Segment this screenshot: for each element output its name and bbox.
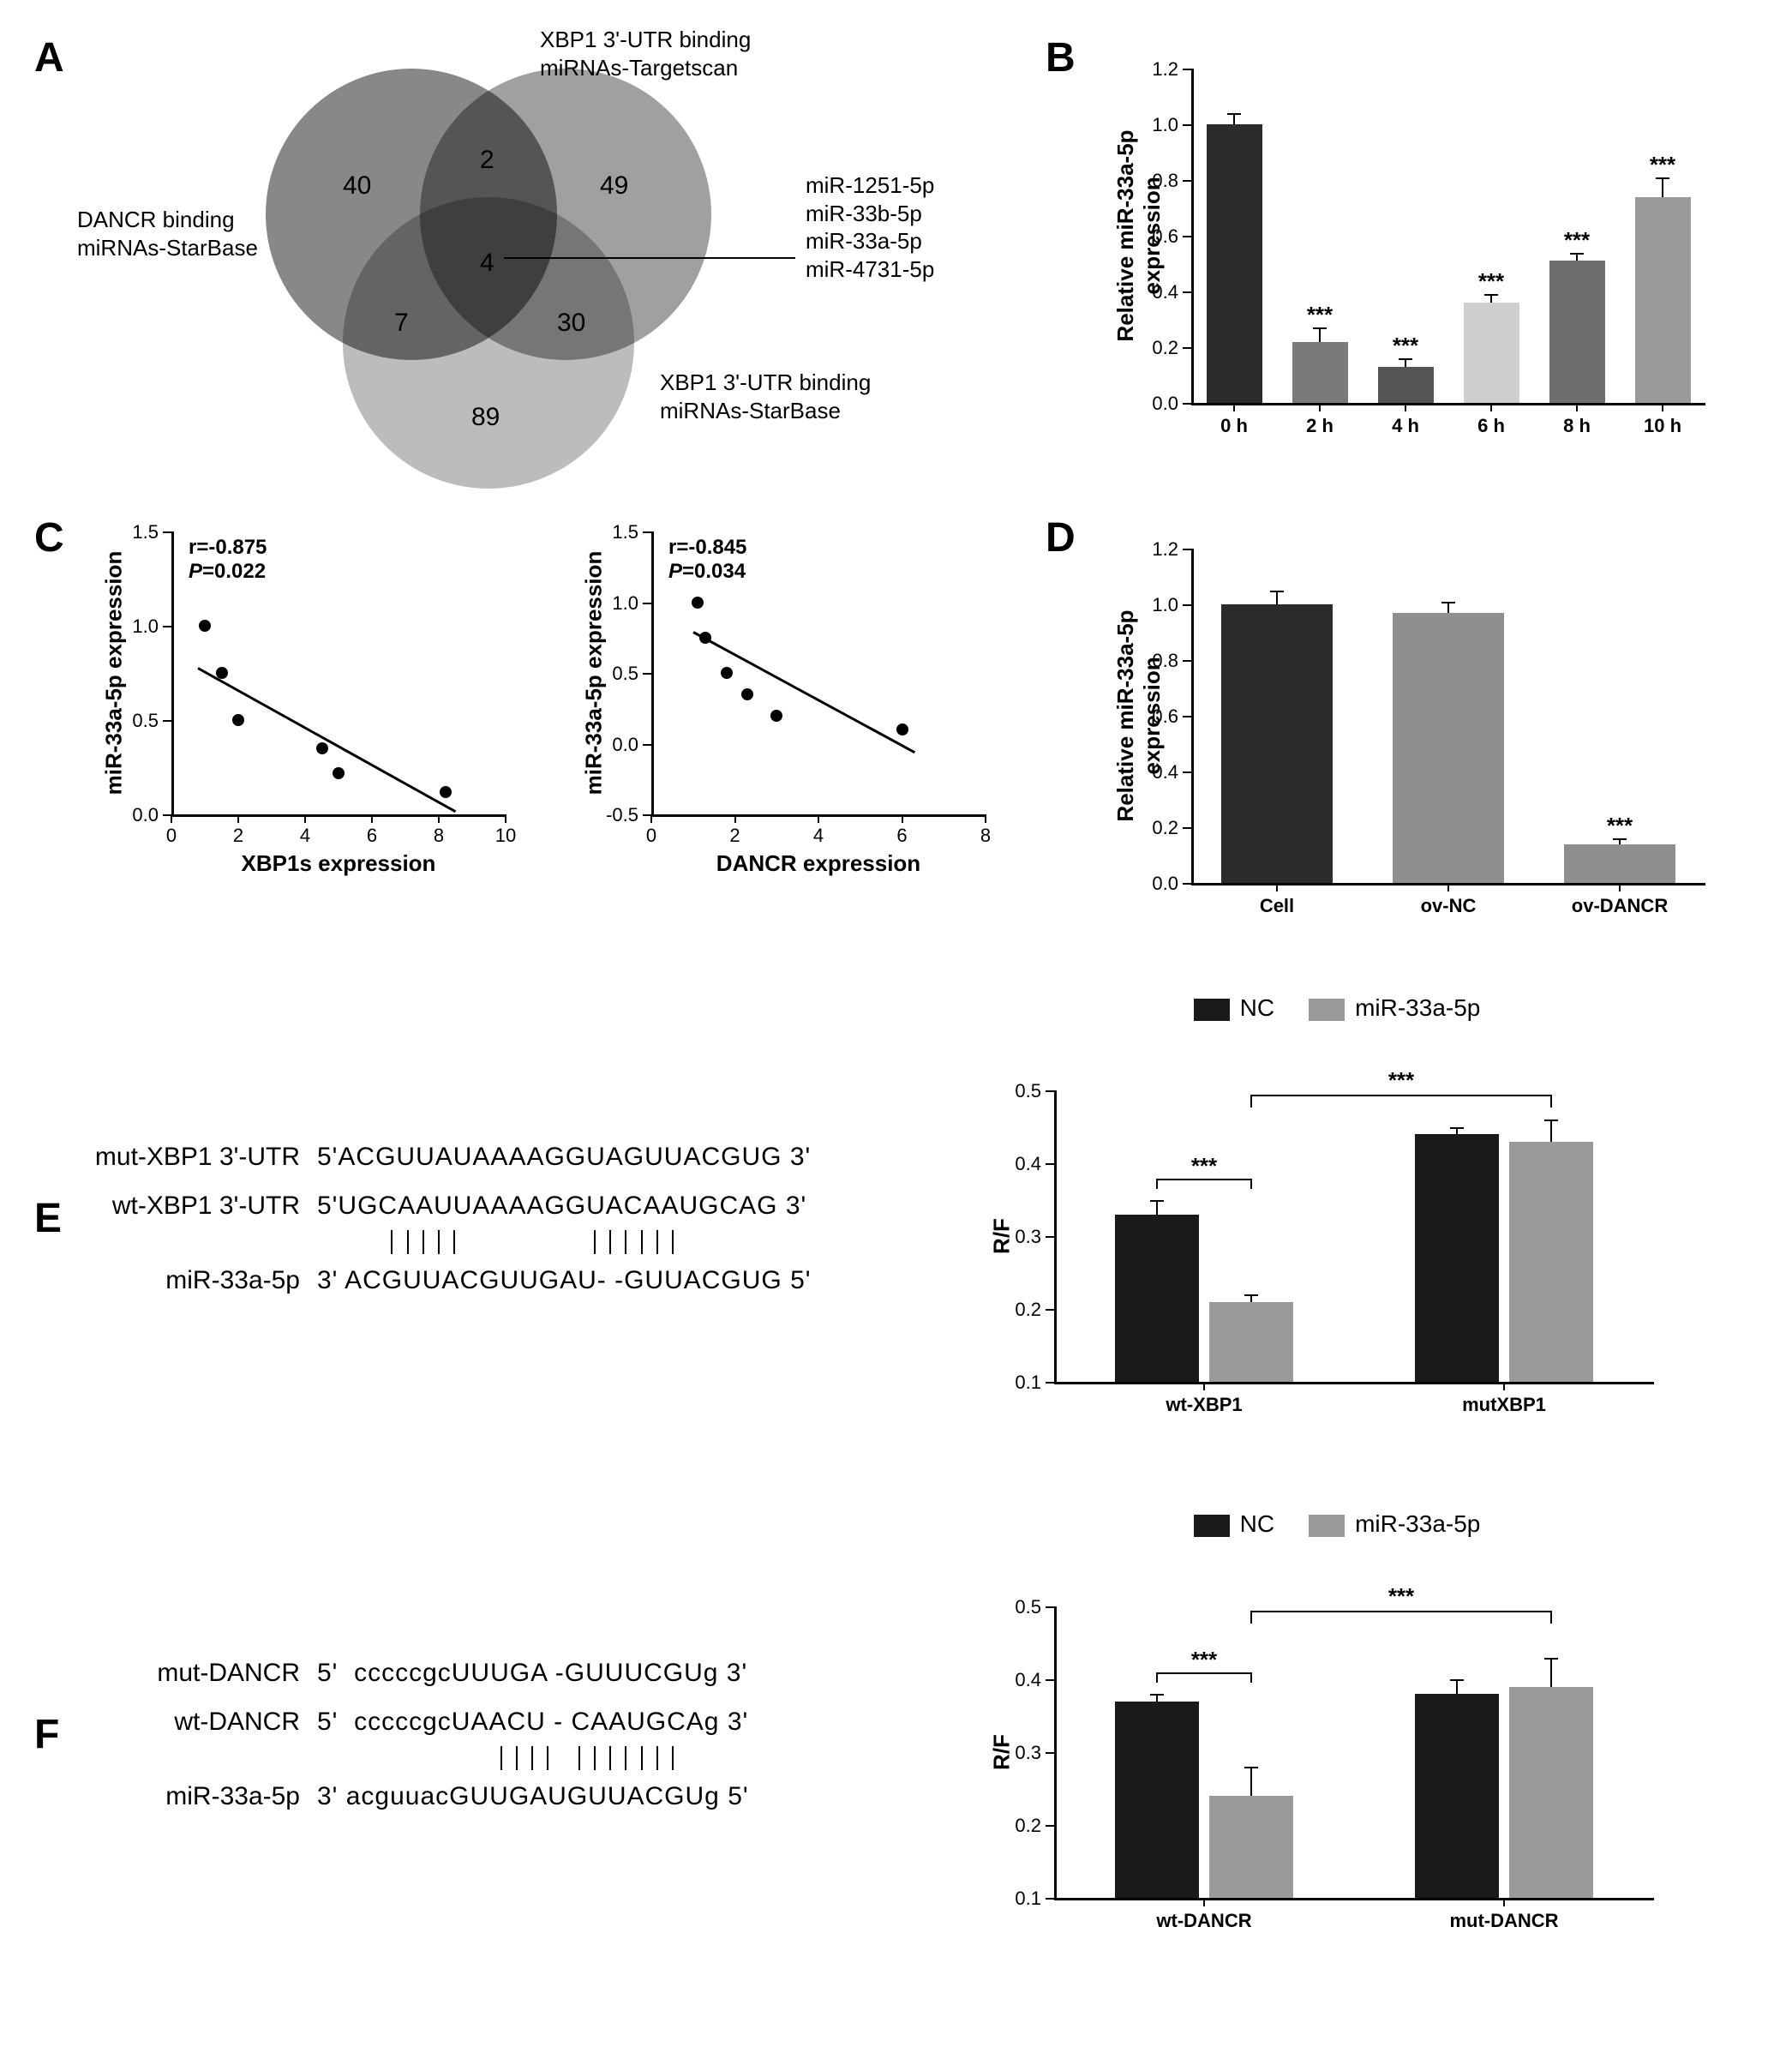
legend-item: NC xyxy=(1194,1510,1274,1538)
legend-f: NC miR-33a-5p xyxy=(968,1510,1705,1538)
venn-number: 7 xyxy=(394,309,409,338)
bar xyxy=(1393,613,1504,883)
bar xyxy=(1221,604,1333,883)
bar xyxy=(1509,1142,1593,1383)
panel-label-d: D xyxy=(1046,514,1088,943)
bar xyxy=(1415,1134,1499,1382)
scatter-point xyxy=(770,710,782,722)
seq-text: 5' cccccgcUAACU - CAAUGCAg 3' xyxy=(317,1697,748,1746)
seq-label: miR-33a-5p xyxy=(94,1256,317,1305)
venn-number: 2 xyxy=(480,146,494,175)
seq-text: 5'ACGUUAUAAAAGGUAGUUACGUG 3' xyxy=(317,1132,811,1181)
seq-text: 3' ACGUUACGUUGAU- -GUUACGUG 5' xyxy=(317,1256,812,1305)
scatter-c-left: 02468100.00.51.01.5XBP1s expressionmiR-3… xyxy=(94,514,523,874)
panel-label-c: C xyxy=(34,514,77,874)
seq-text: 5' cccccgcUUUGA -GUUUCGUg 3' xyxy=(317,1648,747,1697)
venn-label-center-list: miR-1251-5p miR-33b-5p miR-33a-5p miR-47… xyxy=(806,171,934,283)
seq-label: mut-XBP1 3'-UTR xyxy=(94,1132,317,1181)
sequence-block-e: mut-XBP1 3'-UTR5'ACGUUAUAAAAGGUAGUUACGUG… xyxy=(94,1132,968,1305)
bar xyxy=(1415,1694,1499,1898)
scatter-point xyxy=(741,688,753,700)
legend-item: miR-33a-5p xyxy=(1309,994,1480,1022)
legend-swatch xyxy=(1194,999,1230,1021)
legend-e: NC miR-33a-5p xyxy=(968,994,1705,1022)
venn-number: 89 xyxy=(471,403,500,432)
leader-line xyxy=(504,257,795,259)
legend-swatch xyxy=(1309,999,1345,1021)
bar xyxy=(1209,1302,1293,1383)
seq-text: 3' acguuacGUUGAUGUUACGUg 5' xyxy=(317,1772,749,1821)
legend-label: miR-33a-5p xyxy=(1355,994,1480,1021)
seq-label: wt-XBP1 3'-UTR xyxy=(94,1181,317,1230)
bar-chart-b: 0.00.20.40.60.81.01.2Relative miR-33a-5p… xyxy=(1106,34,1723,463)
y-axis-title: Relative miR-33a-5p expression xyxy=(1112,69,1166,403)
venn-circle xyxy=(343,197,634,489)
stats-text: r=-0.875P=0.022 xyxy=(189,536,267,584)
legend-swatch xyxy=(1309,1515,1345,1537)
grouped-bar-f: 0.10.20.30.40.5R/Fwt-DANCRmut-DANCR*****… xyxy=(968,1546,1671,1958)
venn-number: 4 xyxy=(480,249,494,278)
legend-label: NC xyxy=(1240,994,1274,1021)
bar xyxy=(1635,197,1691,404)
venn-number: 30 xyxy=(557,309,585,338)
legend-item: miR-33a-5p xyxy=(1309,1510,1480,1538)
figure: A 40 2 49 4 7 30 89 XBP1 3'-UTR binding miRNAs… xyxy=(34,34,1758,1958)
scatter-point xyxy=(333,767,345,779)
bar xyxy=(1115,1702,1199,1899)
sequence-block-f: mut-DANCR5' cccccgcUUUGA -GUUUCGUg 3'wt-… xyxy=(94,1648,968,1821)
legend-label: NC xyxy=(1240,1510,1274,1537)
scatter-point xyxy=(440,786,452,798)
venn-label-top-left: DANCR binding miRNAs-StarBase xyxy=(77,206,258,261)
seq-label: mut-DANCR xyxy=(94,1648,317,1697)
legend-item: NC xyxy=(1194,994,1274,1022)
seq-label: miR-33a-5p xyxy=(94,1772,317,1821)
bar xyxy=(1549,261,1605,403)
panel-label-a: A xyxy=(34,34,77,480)
venn-label-bottom-right: XBP1 3'-UTR binding miRNAs-StarBase xyxy=(660,369,871,424)
bar xyxy=(1207,124,1262,403)
seq-text: 5'UGCAAUUAAAAGGUACAAUGCAG 3' xyxy=(317,1181,806,1230)
seq-label: wt-DANCR xyxy=(94,1697,317,1746)
venn-label-top-right: XBP1 3'-UTR binding miRNAs-Targetscan xyxy=(540,26,751,81)
bar xyxy=(1209,1796,1293,1898)
bar xyxy=(1292,342,1348,404)
bar xyxy=(1464,303,1519,403)
scatter-point xyxy=(316,742,328,754)
panel-label-e: E xyxy=(34,1195,77,1242)
bar xyxy=(1564,844,1675,884)
y-axis-title: Relative miR-33a-5p expression xyxy=(1112,549,1166,883)
bar-chart-d: 0.00.20.40.60.81.01.2Relative miR-33a-5p… xyxy=(1106,514,1723,943)
bar xyxy=(1115,1215,1199,1383)
bar xyxy=(1509,1687,1593,1899)
bar xyxy=(1378,367,1434,403)
panel-label-b: B xyxy=(1046,34,1088,463)
scatter-point xyxy=(199,620,211,632)
scatter-point xyxy=(721,667,733,679)
scatter-c-right: 02468-0.50.00.51.01.5DANCR expressionmiR… xyxy=(574,514,1003,874)
panel-label-f: F xyxy=(34,1711,77,1758)
venn-number: 40 xyxy=(343,171,371,201)
scatter-point xyxy=(896,723,908,735)
grouped-bar-e: 0.10.20.30.40.5R/Fwt-XBP1mutXBP1****** xyxy=(968,1030,1671,1442)
scatter-point xyxy=(232,714,244,726)
legend-label: miR-33a-5p xyxy=(1355,1510,1480,1537)
stats-text: r=-0.845P=0.034 xyxy=(668,536,746,584)
scatter-point xyxy=(692,597,704,609)
venn-number: 49 xyxy=(600,171,628,201)
legend-swatch xyxy=(1194,1515,1230,1537)
